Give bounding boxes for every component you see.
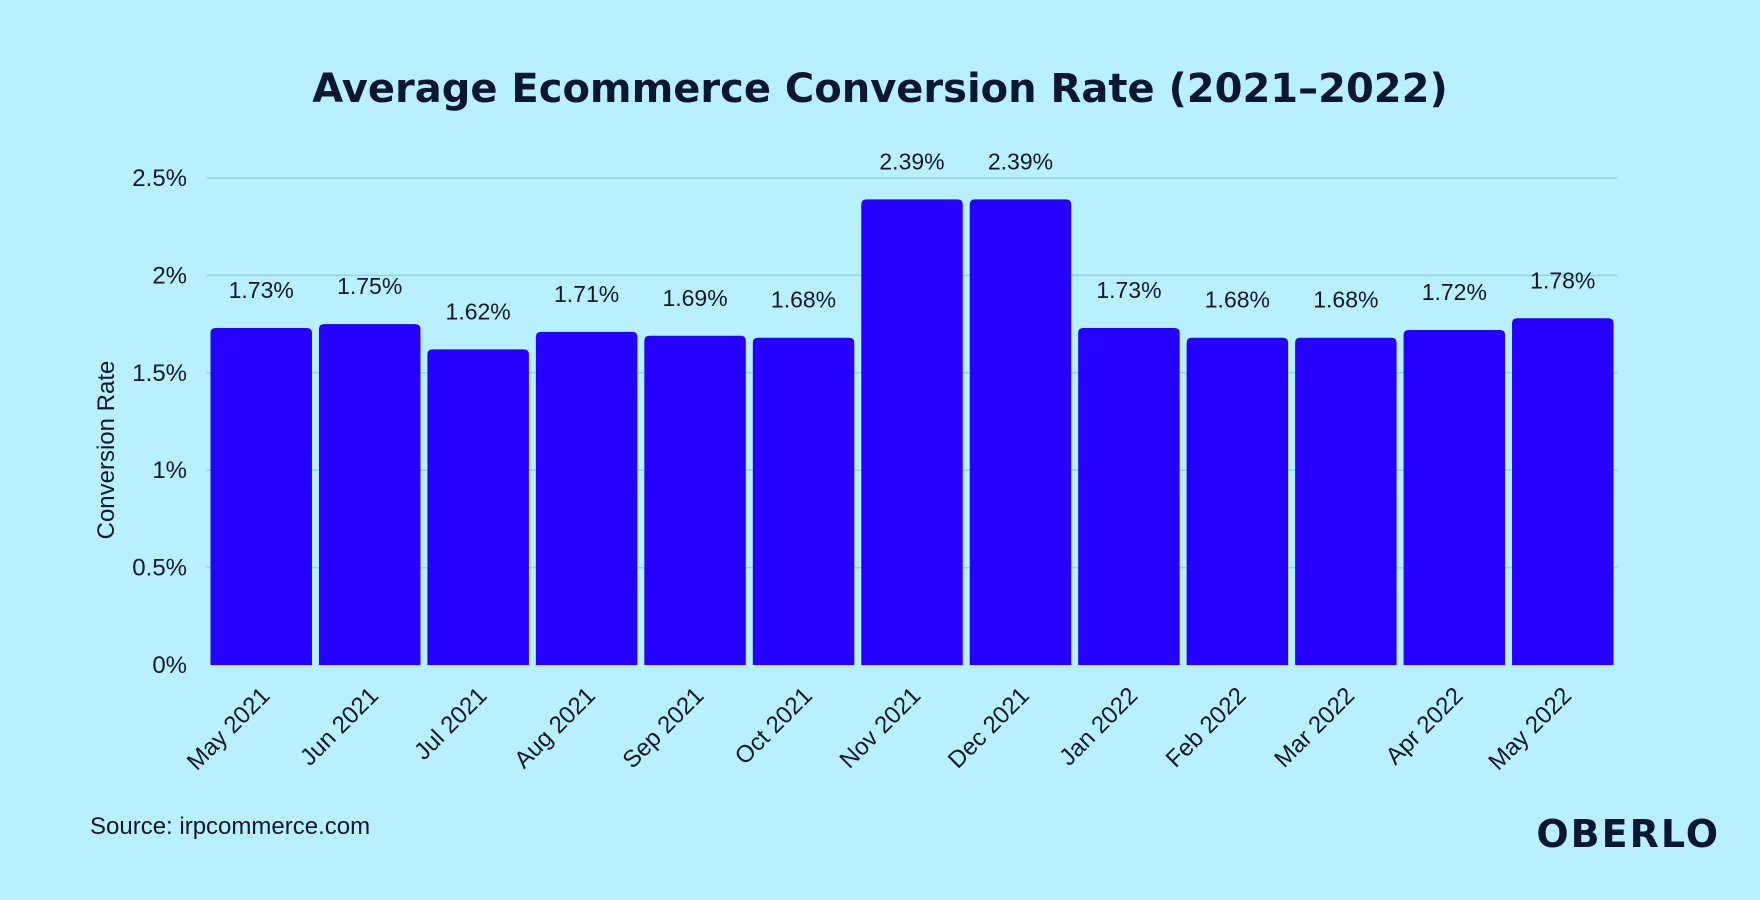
- bar-value-labels: 1.73% 1.75% 1.62% 1.71% 1.69% 1.68% 2.39% 2.39%…: [229, 148, 1596, 324]
- bar-value-label: 1.68%: [1313, 287, 1378, 313]
- bar-value-label: 1.72%: [1422, 279, 1487, 305]
- bar-value-label: 2.39%: [879, 148, 944, 174]
- bar-value-label: 1.75%: [337, 273, 402, 299]
- x-tick-label: Dec 2021: [943, 682, 1035, 774]
- bars: [210, 199, 1614, 666]
- x-tick-label: May 2021: [182, 682, 276, 776]
- bar: [969, 199, 1072, 666]
- y-tick-label: 1%: [152, 457, 187, 484]
- bar-value-label: 1.78%: [1530, 267, 1595, 293]
- bar: [861, 199, 963, 666]
- x-tick-label: Jul 2021: [409, 682, 492, 765]
- y-axis-label: Conversion Rate: [93, 361, 120, 540]
- chart-title: Average Ecommerce Conversion Rate (2021–…: [312, 66, 1447, 112]
- x-tick-label: Nov 2021: [834, 682, 926, 774]
- bar-value-label: 1.68%: [1205, 287, 1270, 313]
- y-tick-label: 0.5%: [132, 555, 187, 582]
- y-tick-label: 2%: [152, 262, 187, 289]
- y-axis-ticks: 0% 0.5% 1% 1.5% 2% 2.5%: [132, 165, 187, 679]
- bar: [1295, 337, 1397, 665]
- x-tick-label: Oct 2021: [730, 682, 818, 770]
- bar: [427, 349, 529, 665]
- bar: [1403, 329, 1506, 665]
- y-tick-label: 0%: [152, 652, 187, 679]
- x-tick-label: Jun 2021: [295, 682, 384, 771]
- bar: [535, 331, 638, 665]
- bar-value-label: 1.62%: [446, 298, 511, 324]
- x-axis-ticks: May 2021 Jun 2021 Jul 2021 Aug 2021 Sep 2021…: [182, 682, 1577, 776]
- bar-value-label: 1.68%: [771, 287, 836, 313]
- bar: [1512, 318, 1614, 665]
- oberlo-logo: OBERLO: [1536, 812, 1720, 856]
- bar: [210, 327, 312, 665]
- x-tick-label: Feb 2022: [1161, 682, 1252, 773]
- x-tick-label: May 2022: [1483, 682, 1577, 776]
- bar: [318, 324, 421, 665]
- x-tick-label: Sep 2021: [618, 682, 710, 774]
- bar: [1078, 327, 1180, 665]
- bar-value-label: 1.73%: [229, 277, 294, 303]
- bar-value-label: 1.73%: [1096, 277, 1161, 303]
- bar: [644, 335, 746, 665]
- y-tick-label: 2.5%: [132, 165, 187, 192]
- bar-value-label: 1.71%: [554, 281, 619, 307]
- x-tick-label: Aug 2021: [509, 682, 601, 774]
- bar: [1186, 337, 1289, 665]
- bar-value-label: 2.39%: [988, 148, 1053, 174]
- bar: [752, 337, 855, 665]
- x-tick-label: Apr 2022: [1381, 682, 1469, 770]
- source-note: Source: irpcommerce.com: [90, 813, 370, 840]
- bar-value-label: 1.69%: [662, 285, 727, 311]
- x-tick-label: Jan 2022: [1054, 682, 1143, 771]
- x-tick-label: Mar 2022: [1269, 682, 1360, 773]
- y-tick-label: 1.5%: [132, 360, 187, 387]
